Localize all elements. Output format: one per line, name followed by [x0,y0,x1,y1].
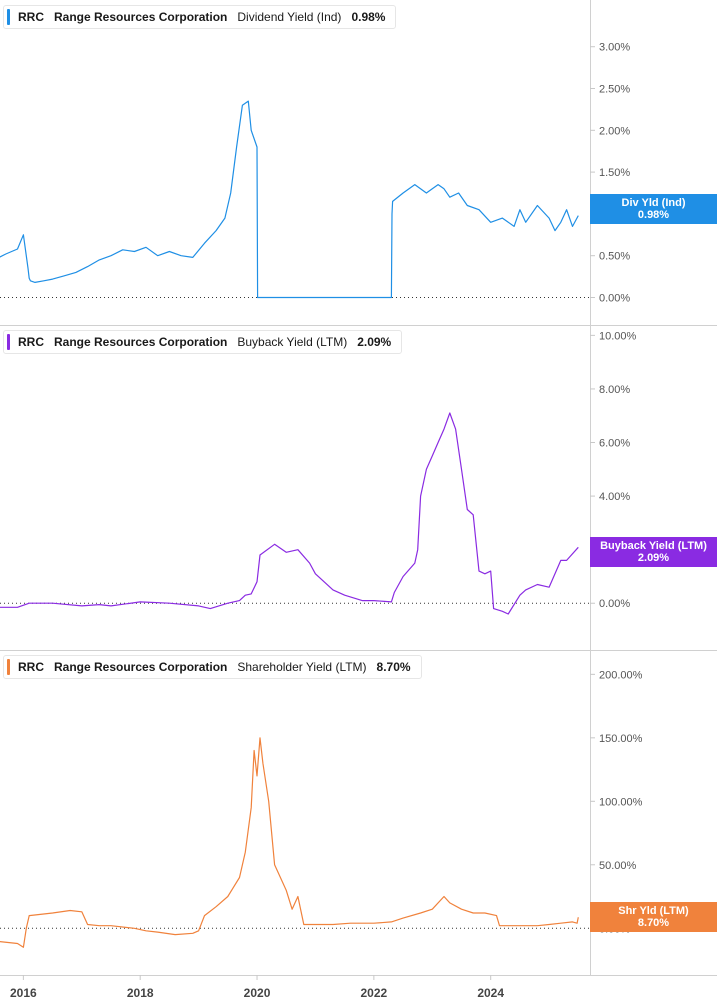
series-color-swatch [7,334,10,350]
y-tick-label: 8.00% [599,384,630,396]
legend-buyback-yield: RRC Range Resources Corporation Buyback … [3,330,403,354]
legend-metric: Dividend Yield (Ind) [237,10,342,24]
series-color-swatch [7,659,10,675]
x-tick-label: 2018 [127,986,154,1000]
y-tick-label: 6.00% [599,438,630,450]
y-tick-label: 0.50% [599,251,630,263]
y-tick-label: 2.00% [599,125,630,137]
legend-value: 0.98% [351,10,386,24]
legend-metric: Shareholder Yield (LTM) [237,660,367,674]
y-tick-label: 1.50% [599,167,630,179]
y-tick-label: 100.00% [599,796,643,808]
tag-value: 2.09% [637,552,670,564]
y-tick-label: 4.00% [599,491,630,503]
legend-value: 8.70% [376,660,411,674]
last-value-tag-buyback: Buyback Yield (LTM) 2.09% [590,537,717,567]
y-tick-label: 50.00% [599,860,637,872]
legend-company: Range Resources Corporation [54,335,228,349]
x-tick-label: 2024 [477,986,504,1000]
legend-shareholder-yield: RRC Range Resources Corporation Sharehol… [3,655,422,679]
y-tick-label: 0.00% [599,598,630,610]
tag-label: Div Yld (Ind) [621,197,686,209]
x-tick-label: 2022 [361,986,388,1000]
y-tick-label: 200.00% [599,669,643,681]
tag-label: Buyback Yield (LTM) [600,540,707,552]
legend-company: Range Resources Corporation [54,10,228,24]
legend-value: 2.09% [357,335,392,349]
y-tick-label: 150.00% [599,733,643,745]
x-tick-label: 2020 [244,986,271,1000]
x-tick-label: 2016 [10,986,37,1000]
legend-symbol: RRC [18,660,44,674]
last-value-tag-shareholder: Shr Yld (LTM) 8.70% [590,902,717,932]
tag-label: Shr Yld (LTM) [618,905,689,917]
y-tick-label: 10.00% [599,330,637,342]
tag-value: 0.98% [637,209,670,221]
series-line [0,100,579,299]
legend-symbol: RRC [18,10,44,24]
y-tick-label: 3.00% [599,42,630,54]
y-tick-label: 2.50% [599,84,630,96]
legend-symbol: RRC [18,335,44,349]
y-tick-label: 0.00% [599,292,630,304]
tag-value: 8.70% [637,917,670,929]
series-line [0,737,579,948]
series-color-swatch [7,9,10,25]
legend-company: Range Resources Corporation [54,660,228,674]
series-line [0,412,579,615]
legend-metric: Buyback Yield (LTM) [237,335,348,349]
last-value-tag-dividend: Div Yld (Ind) 0.98% [590,194,717,224]
legend-dividend-yield: RRC Range Resources Corporation Dividend… [3,5,397,29]
